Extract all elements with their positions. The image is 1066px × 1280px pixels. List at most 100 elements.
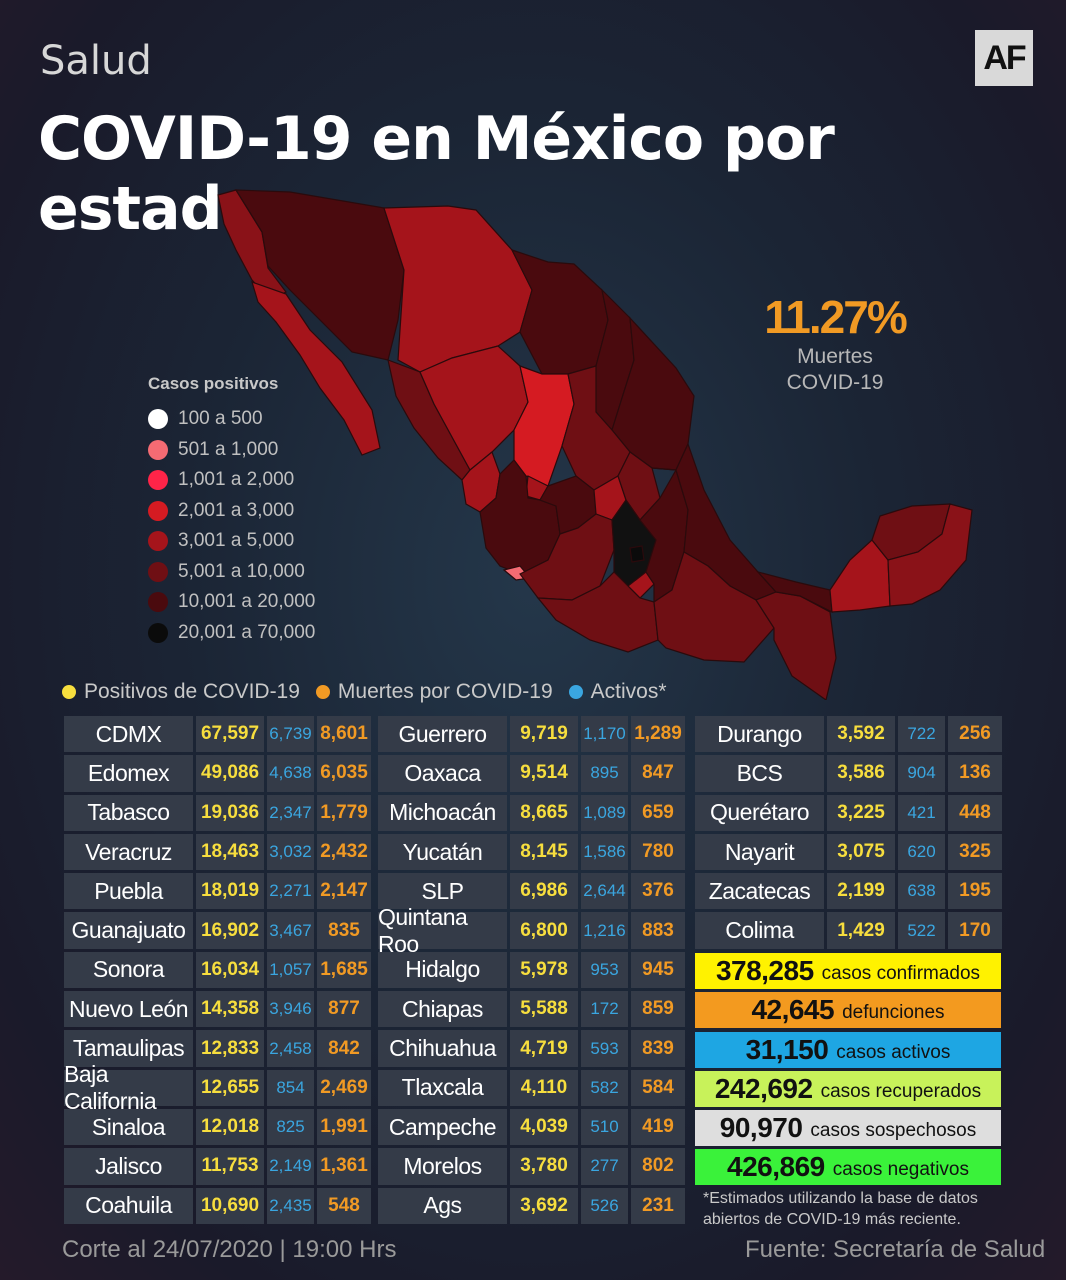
active-cases: 510	[581, 1108, 628, 1146]
legend-item: 20,001 a 70,000	[148, 618, 315, 649]
summary-bar: 31,150 casos activos	[695, 1031, 1001, 1068]
state-name: Sinaloa	[64, 1108, 193, 1146]
deaths: 8,601	[317, 716, 371, 753]
summary-label: defunciones	[842, 1002, 945, 1024]
map-region-quintana-roo	[887, 503, 973, 607]
positive-cases: 49,086	[196, 755, 264, 792]
table-row: Coahuila 10,690 2,435 548	[64, 1187, 374, 1227]
active-cases: 825	[267, 1108, 314, 1146]
positive-cases: 16,902	[196, 912, 264, 949]
active-cases: 953	[581, 951, 628, 989]
active-cases: 1,216	[581, 912, 628, 949]
active-cases: 3,032	[267, 833, 314, 871]
positive-cases: 3,225	[827, 794, 895, 831]
table-row: Ags 3,692 526 231	[378, 1187, 688, 1227]
deaths: 1,289	[631, 716, 685, 753]
deaths: 2,147	[317, 873, 371, 910]
table-row: Edomex 49,086 4,638 6,035	[64, 755, 374, 794]
legend-title: Casos positivos	[148, 374, 279, 393]
key-dot	[62, 685, 76, 699]
legend-label: 20,001 a 70,000	[178, 621, 316, 643]
data-source: Fuente: Secretaría de Salud	[745, 1236, 1046, 1263]
table-row: Morelos 3,780 277 802	[378, 1148, 688, 1187]
key-label: Positivos de COVID-19	[84, 680, 300, 703]
table-row: Tabasco 19,036 2,347 1,779	[64, 794, 374, 834]
summary-label: casos confirmados	[821, 963, 981, 984]
legend-item: 10,001 a 20,000	[148, 587, 315, 618]
key-label: Muertes por COVID-19	[337, 680, 553, 703]
state-name: Nuevo León	[64, 991, 193, 1028]
state-name: SLP	[378, 873, 507, 910]
summary-value: 426,869	[727, 1151, 825, 1183]
table-row: Colima 1,429 522 170	[695, 912, 1005, 951]
table-row: Veracruz 18,463 3,032 2,432	[64, 833, 374, 873]
active-cases: 854	[267, 1069, 314, 1106]
table-column-1: CDMX 67,597 6,739 8,601 Edomex 49,086 4,638 6,0…	[64, 716, 374, 1227]
legend-swatch	[148, 592, 168, 613]
table-column-2: Guerrero 9,719 1,170 1,289 Oaxaca 9,514 895 847…	[378, 716, 688, 1227]
table-row: Sonora 16,034 1,057 1,685	[64, 951, 374, 991]
table-row: Chiapas 5,588 172 859	[378, 991, 688, 1030]
summary-value: 31,150	[745, 1033, 829, 1065]
deaths: 1,991	[317, 1108, 371, 1146]
table-row: Sinaloa 12,018 825 1,991	[64, 1108, 374, 1148]
death-rate-label-1: Muertes	[797, 345, 873, 368]
table-row: Yucatán 8,145 1,586 780	[378, 833, 688, 873]
legend-item: 100 a 500	[148, 404, 315, 435]
state-name: Baja California	[64, 1061, 193, 1114]
deaths: 1,361	[317, 1148, 371, 1185]
table-row: Puebla 18,019 2,271 2,147	[64, 873, 374, 912]
state-name: Puebla	[64, 873, 193, 910]
deaths: 1,685	[317, 951, 371, 989]
cutoff-date: Corte al 24/07/2020 | 19:00 Hrs	[62, 1236, 397, 1263]
legend-swatch	[148, 470, 168, 491]
positive-cases: 16,034	[196, 951, 264, 989]
table-row: Hidalgo 5,978 953 945	[378, 951, 688, 991]
summary-panel: 378,285 casos confirmados 42,645 defuncione…	[695, 953, 1001, 1189]
positive-cases: 12,018	[196, 1108, 264, 1146]
key-label: Activos*	[590, 680, 667, 703]
state-name: Guanajuato	[64, 912, 193, 949]
positive-cases: 3,592	[827, 716, 895, 753]
positive-cases: 18,019	[196, 873, 264, 910]
state-name: Durango	[695, 716, 824, 753]
deaths: 835	[317, 912, 371, 949]
legend-label: 2,001 a 3,000	[178, 499, 295, 521]
state-name: Tabasco	[64, 794, 193, 831]
table-row: Durango 3,592 722 256	[695, 716, 1005, 755]
map-legend: Casos positivos 100 a 500 501 a 1,000 1,00…	[148, 374, 315, 648]
deaths: 584	[631, 1069, 685, 1106]
table-row: Chihuahua 4,719 593 839	[378, 1030, 688, 1069]
active-cases: 2,347	[267, 794, 314, 831]
state-name: Campeche	[378, 1108, 507, 1146]
summary-bar: 378,285 casos confirmados	[695, 953, 1001, 989]
table-row: Zacatecas 2,199 638 195	[695, 873, 1005, 912]
mexico-map	[217, 189, 973, 700]
positive-cases: 3,692	[510, 1187, 578, 1224]
legend-item: 5,001 a 10,000	[148, 557, 315, 588]
table-row: Baja California 12,655 854 2,469	[64, 1061, 374, 1114]
deaths: 877	[317, 991, 371, 1028]
state-name: Yucatán	[378, 833, 507, 871]
active-cases: 4,638	[267, 755, 314, 792]
state-name: Veracruz	[64, 833, 193, 871]
state-name: Guerrero	[378, 716, 507, 753]
deaths: 256	[948, 716, 1002, 753]
state-name: Morelos	[378, 1148, 507, 1185]
footnote-line-2: abiertos de COVID-19 más reciente.	[703, 1211, 961, 1228]
positive-cases: 3,075	[827, 833, 895, 871]
active-cases: 526	[581, 1187, 628, 1224]
active-cases: 6,739	[267, 716, 314, 753]
deaths: 136	[948, 755, 1002, 792]
active-cases: 2,644	[581, 873, 628, 910]
state-name: Tamaulipas	[64, 1030, 193, 1067]
summary-bar: 242,692 casos recuperados	[695, 1070, 1001, 1107]
deaths: 419	[631, 1108, 685, 1146]
deaths: 883	[631, 912, 685, 949]
legend-item: 501 a 1,000	[148, 435, 315, 466]
positive-cases: 9,514	[510, 755, 578, 792]
table-row: Michoacán 8,665 1,089 659	[378, 794, 688, 834]
summary-bar: 426,869 casos negativos	[695, 1149, 1001, 1186]
active-cases: 3,467	[267, 912, 314, 949]
map-region-cdmx	[629, 545, 645, 563]
